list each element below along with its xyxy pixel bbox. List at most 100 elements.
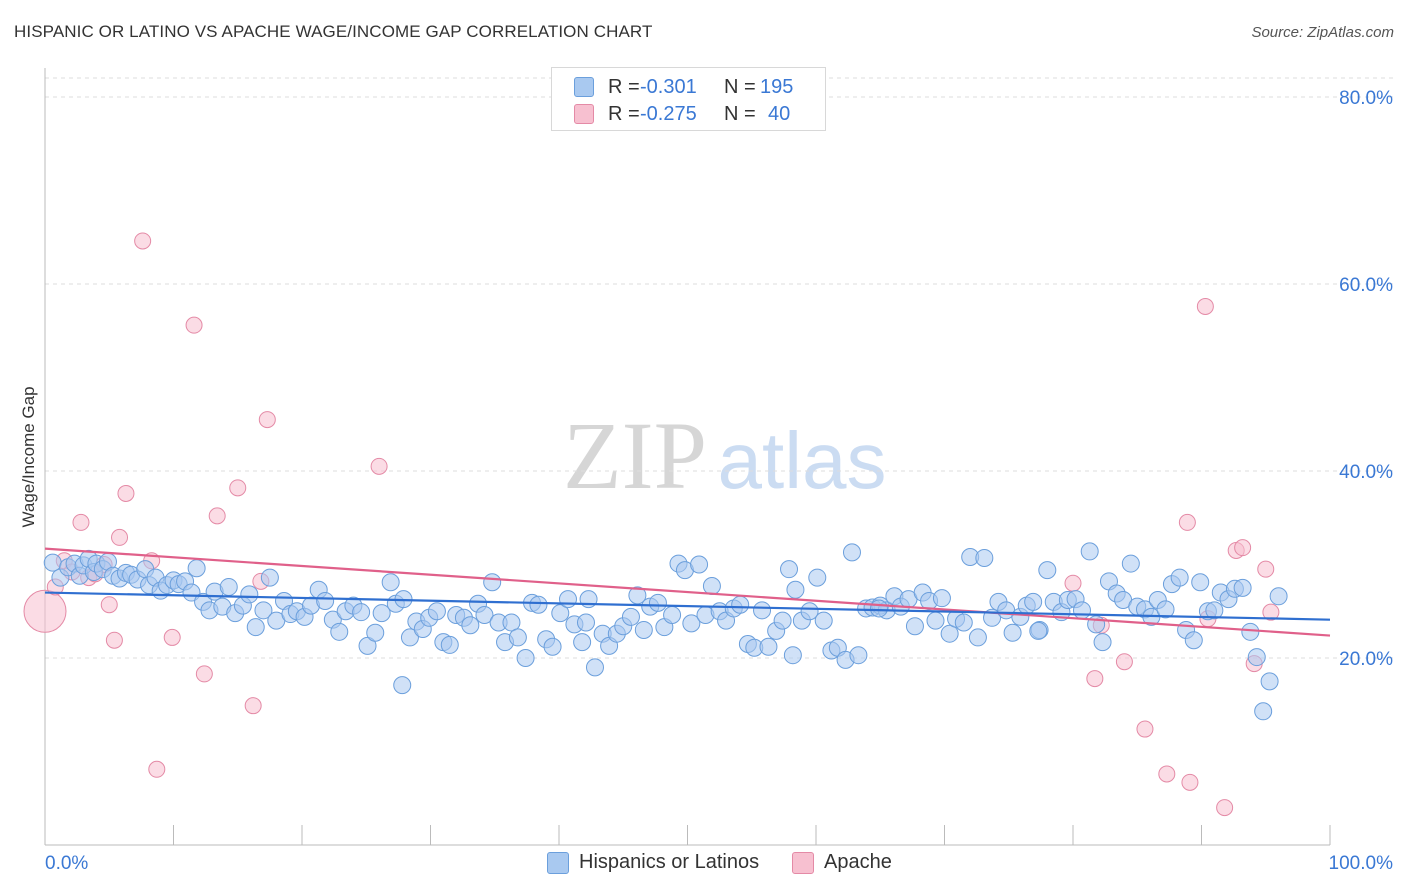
apache-point bbox=[195, 665, 213, 683]
hispanic-point bbox=[502, 613, 521, 632]
hispanic-point bbox=[690, 555, 709, 574]
hispanic-point bbox=[516, 649, 535, 667]
legend-r-label: R = bbox=[608, 102, 640, 125]
apache-points bbox=[23, 232, 1280, 817]
hispanic-point bbox=[551, 604, 570, 623]
hispanic-point bbox=[483, 573, 502, 592]
y-tick-label: 20.0% bbox=[1339, 649, 1393, 670]
hispanic-point bbox=[814, 611, 833, 630]
hispanic-point bbox=[440, 635, 459, 654]
apache-point bbox=[229, 479, 247, 497]
hispanic-point bbox=[475, 605, 494, 624]
hispanic-point bbox=[400, 628, 419, 647]
legend-swatch-pink bbox=[574, 104, 594, 124]
hispanic-point bbox=[968, 628, 987, 647]
apache-point bbox=[258, 411, 276, 429]
hispanic-point bbox=[372, 604, 391, 623]
legend: R = -0.301 N = 195 R = -0.275 N = 40 bbox=[551, 67, 826, 131]
legend-row-hispanic: R = -0.301 N = 195 bbox=[574, 75, 793, 99]
hispanic-point bbox=[954, 613, 973, 632]
hispanic-point bbox=[1156, 600, 1175, 619]
apache-point bbox=[1196, 297, 1214, 315]
hispanic-point bbox=[1191, 573, 1210, 592]
source-label: Source: ZipAtlas.com bbox=[1251, 24, 1394, 41]
hispanic-point bbox=[648, 593, 667, 612]
series-swatch-blue bbox=[547, 851, 569, 874]
hispanic-point bbox=[663, 605, 682, 624]
hispanic-point bbox=[783, 646, 802, 665]
hispanic-points bbox=[43, 542, 1288, 721]
hispanic-point bbox=[753, 601, 772, 620]
hispanic-point bbox=[1038, 561, 1057, 580]
hispanic-point bbox=[1233, 578, 1252, 597]
hispanic-point bbox=[628, 586, 647, 605]
series-swatch-pink bbox=[792, 851, 814, 874]
hispanic-point bbox=[1241, 622, 1260, 641]
hispanic-point bbox=[786, 580, 805, 599]
apache-point bbox=[1234, 539, 1252, 557]
hispanic-point bbox=[1121, 554, 1140, 573]
hispanic-point bbox=[780, 560, 799, 579]
apache-point bbox=[100, 596, 118, 614]
hispanic-point bbox=[573, 633, 592, 652]
hispanic-point bbox=[316, 591, 335, 610]
hispanic-point bbox=[731, 595, 750, 614]
apache-point bbox=[148, 760, 166, 778]
apache-point bbox=[1115, 653, 1133, 671]
hispanic-point bbox=[246, 618, 265, 637]
hispanic-point bbox=[381, 573, 400, 592]
hispanic-point bbox=[1170, 568, 1189, 587]
hispanic-point bbox=[219, 577, 238, 596]
hispanic-point bbox=[975, 548, 994, 567]
hispanic-point bbox=[1072, 601, 1091, 620]
legend-n-value: 40 bbox=[768, 102, 791, 125]
legend-n-label: N = bbox=[724, 102, 756, 125]
watermark: ZIP atlas bbox=[563, 402, 886, 509]
series-legend: Hispanics or Latinos Apache bbox=[0, 851, 1406, 879]
hispanic-point bbox=[576, 613, 595, 632]
x-tick-label: 0.0% bbox=[45, 853, 88, 874]
apache-point bbox=[23, 589, 67, 633]
y-axis-label: Wage/Income Gap bbox=[19, 386, 38, 527]
apache-point bbox=[1136, 720, 1154, 738]
series-legend-hispanic[interactable]: Hispanics or Latinos bbox=[547, 851, 759, 874]
hispanic-point bbox=[682, 614, 701, 633]
hispanic-point bbox=[330, 622, 349, 641]
apache-point bbox=[1064, 574, 1082, 592]
legend-n-label: N = bbox=[724, 75, 756, 98]
apache-point bbox=[1181, 773, 1199, 791]
apache-point bbox=[105, 631, 123, 649]
hispanic-point bbox=[1260, 672, 1279, 691]
apache-point bbox=[1216, 799, 1234, 817]
apache-point bbox=[1262, 603, 1280, 621]
hispanic-point bbox=[869, 599, 888, 618]
watermark-atlas: atlas bbox=[718, 416, 887, 505]
series-legend-apache[interactable]: Apache bbox=[792, 851, 892, 874]
hispanic-point bbox=[254, 601, 273, 620]
x-tick-label: 100.0% bbox=[1329, 853, 1394, 874]
apache-point bbox=[1257, 560, 1275, 578]
hispanic-point bbox=[1254, 702, 1273, 721]
hispanic-point bbox=[702, 577, 721, 596]
apache-point bbox=[111, 528, 129, 546]
hispanic-point bbox=[932, 589, 951, 608]
y-tick-label: 60.0% bbox=[1339, 275, 1393, 296]
hispanic-point bbox=[842, 543, 861, 562]
watermark-zip: ZIP bbox=[563, 402, 707, 509]
hispanic-point bbox=[1184, 631, 1203, 650]
apache-point bbox=[208, 507, 226, 525]
y-tick-label: 80.0% bbox=[1339, 88, 1393, 109]
hispanic-point bbox=[393, 676, 412, 695]
hispanic-point bbox=[759, 637, 778, 656]
series-label-hispanic: Hispanics or Latinos bbox=[579, 851, 760, 873]
hispanic-point bbox=[1247, 648, 1266, 667]
hispanic-point bbox=[240, 585, 259, 604]
apache-trend-line bbox=[44, 547, 1331, 637]
apache-point bbox=[244, 697, 262, 715]
hispanic-point bbox=[621, 607, 640, 626]
hispanic-point bbox=[543, 637, 562, 656]
axes bbox=[44, 68, 1331, 846]
apache-point bbox=[1178, 513, 1196, 531]
hispanic-point bbox=[427, 602, 446, 621]
